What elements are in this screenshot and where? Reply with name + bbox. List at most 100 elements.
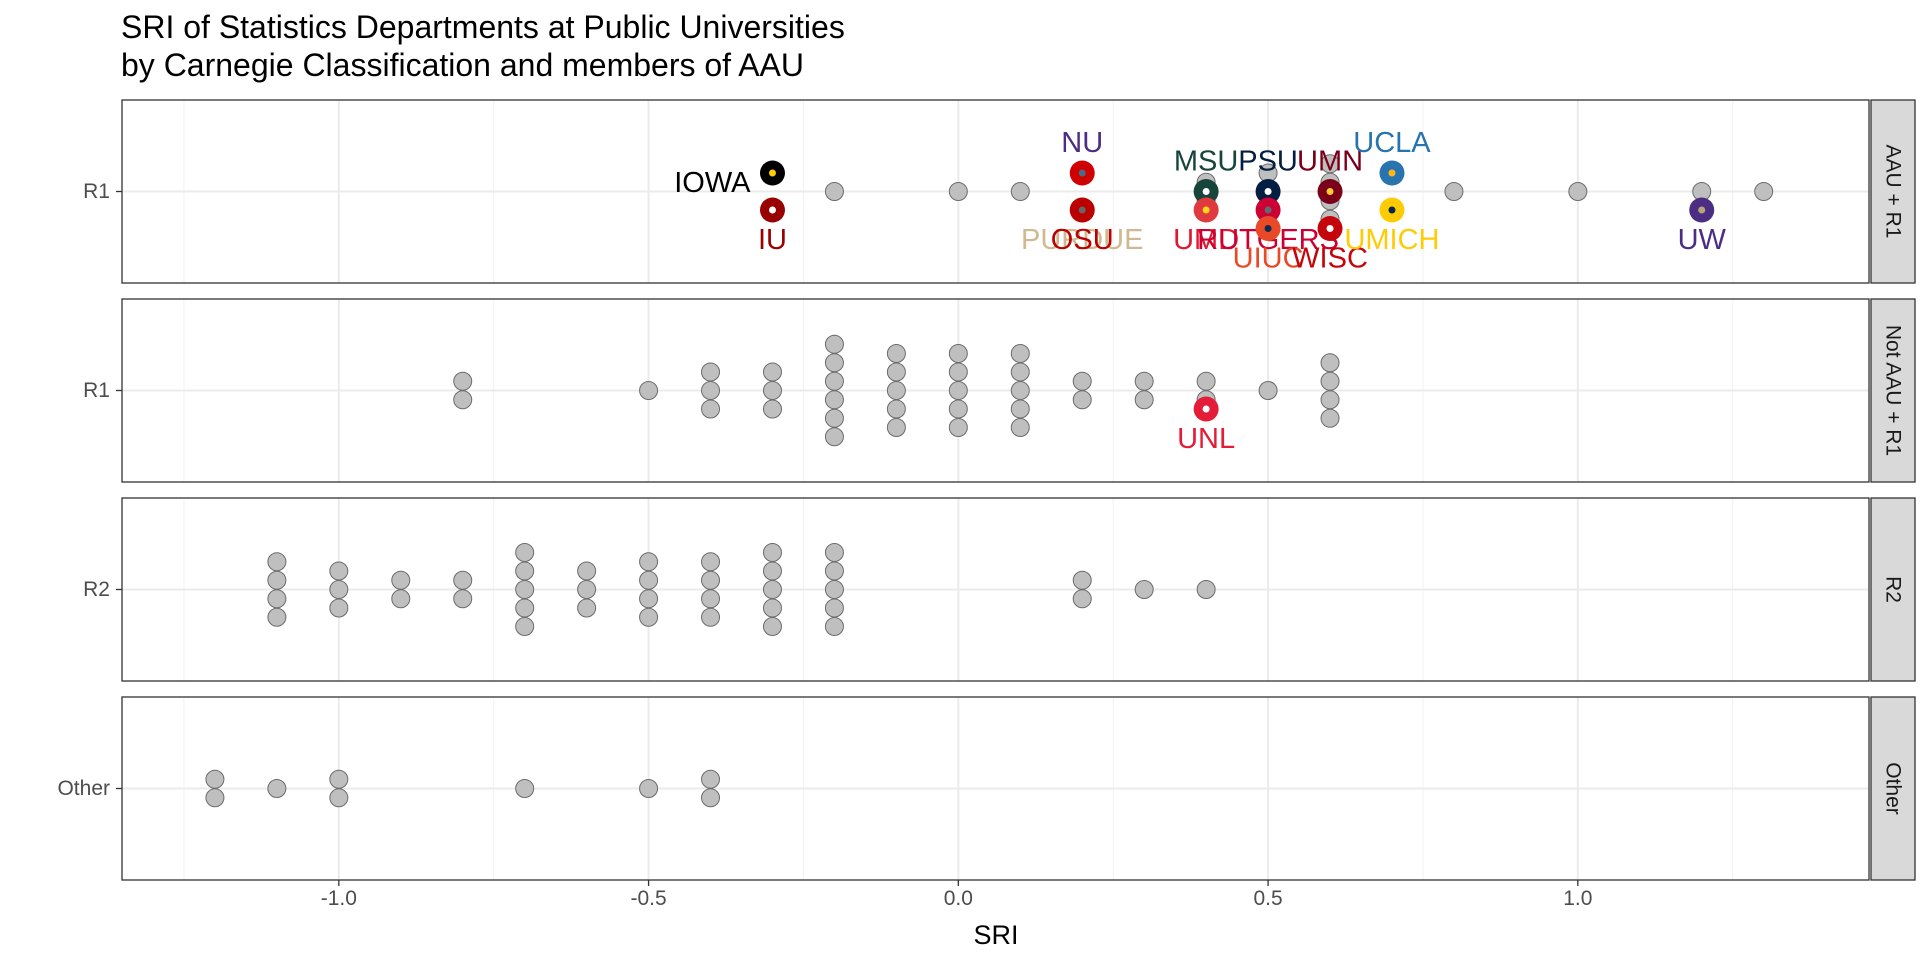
facet-strip-label: Not AAU + R1 [1882, 325, 1905, 456]
highlight-point-center [1388, 169, 1396, 177]
data-point [391, 570, 411, 590]
panel-1: AAU + R1R1IOWAIUNUPURDUEOSUMSUUMDPSURUTG… [83, 99, 1916, 284]
x-tick-label: -1.0 [321, 887, 357, 910]
facet-strip-label: R2 [1882, 576, 1905, 603]
highlight-point-center [768, 169, 776, 177]
data-point [205, 769, 225, 789]
data-point [1196, 580, 1216, 599]
data-point [329, 769, 349, 789]
data-point [701, 769, 721, 789]
data-point [267, 552, 287, 572]
data-point [701, 570, 721, 590]
facet-strip [1870, 696, 1916, 881]
facet-strip [1870, 99, 1916, 284]
data-point [639, 552, 659, 572]
point-label: UW [1678, 224, 1727, 256]
data-point [329, 598, 349, 618]
point-label: UIUC [1233, 243, 1304, 275]
data-point [1010, 418, 1030, 437]
x-axis-title: SRI [973, 920, 1018, 950]
data-point [824, 182, 844, 201]
point-label: NU [1061, 127, 1103, 159]
data-point [762, 399, 782, 419]
highlight-point-center [1264, 206, 1272, 214]
data-point [948, 418, 968, 437]
data-point [886, 399, 906, 419]
data-point [1320, 390, 1340, 410]
data-point [515, 543, 535, 562]
y-tick-label: R2 [83, 578, 110, 601]
highlight-point-center [1202, 405, 1210, 413]
data-point [577, 598, 597, 618]
data-point [1072, 570, 1092, 590]
point-label: MSU [1174, 146, 1238, 178]
data-point [1320, 408, 1340, 428]
data-point [329, 580, 349, 599]
data-point [1010, 381, 1030, 400]
data-point [1010, 399, 1030, 419]
data-point [762, 362, 782, 382]
facet-strip-label: Other [1882, 762, 1905, 815]
data-point [824, 580, 844, 599]
data-point [824, 598, 844, 618]
facet-strip [1870, 298, 1916, 483]
data-point [824, 543, 844, 562]
point-label: PSU [1238, 146, 1298, 178]
chart-title: SRI of Statistics Departments at Public … [121, 9, 845, 45]
data-point [1010, 344, 1030, 363]
facet-strip-label: AAU + R1 [1882, 145, 1905, 239]
highlight-point-center [1698, 206, 1706, 214]
data-point [701, 362, 721, 382]
data-point [762, 543, 782, 562]
data-point [453, 589, 473, 609]
point-label: WISC [1292, 243, 1368, 275]
data-point [1134, 371, 1154, 391]
point-label: UNL [1177, 423, 1235, 455]
point-label: UMICH [1344, 224, 1439, 256]
data-point [1196, 371, 1216, 391]
data-point [701, 399, 721, 419]
x-tick-label: 0.5 [1253, 887, 1282, 910]
point-label: IU [758, 224, 787, 256]
x-tick-label: -0.5 [630, 887, 666, 910]
data-point [948, 344, 968, 363]
data-point [701, 381, 721, 400]
data-point [824, 390, 844, 410]
data-point [1010, 182, 1030, 201]
data-point [1258, 381, 1278, 400]
y-tick-label: R1 [83, 379, 110, 402]
data-point [824, 371, 844, 391]
highlight-point-center [1078, 206, 1086, 214]
data-point [577, 561, 597, 581]
data-point [639, 589, 659, 609]
data-point [1072, 371, 1092, 391]
data-point [515, 779, 535, 798]
point-label: UCLA [1353, 127, 1431, 159]
panel-4: Other Other [57, 696, 1916, 881]
data-point [639, 607, 659, 627]
data-point [205, 788, 225, 808]
data-point [515, 561, 535, 581]
point-label: OSU [1051, 224, 1114, 256]
data-point [762, 561, 782, 581]
data-point [762, 598, 782, 618]
highlight-point-center [1388, 206, 1396, 214]
data-point [1320, 353, 1340, 373]
data-point [1320, 371, 1340, 391]
data-point [824, 353, 844, 373]
highlight-point-center [1264, 225, 1272, 232]
data-point [1134, 580, 1154, 599]
highlight-point-center [1202, 206, 1210, 214]
data-point [577, 580, 597, 599]
panel-2: Not AAU + R1 R1 UNL [83, 298, 1916, 483]
panels: AAU + R1R1IOWAIUNUPURDUEOSUMSUUMDPSURUTG… [57, 99, 1916, 881]
data-point [453, 390, 473, 410]
data-point [824, 334, 844, 354]
data-point [824, 561, 844, 581]
data-point [762, 617, 782, 636]
y-tick-label: Other [57, 777, 110, 800]
data-point [453, 371, 473, 391]
highlight-point-center [1264, 188, 1272, 195]
data-point [1010, 362, 1030, 382]
